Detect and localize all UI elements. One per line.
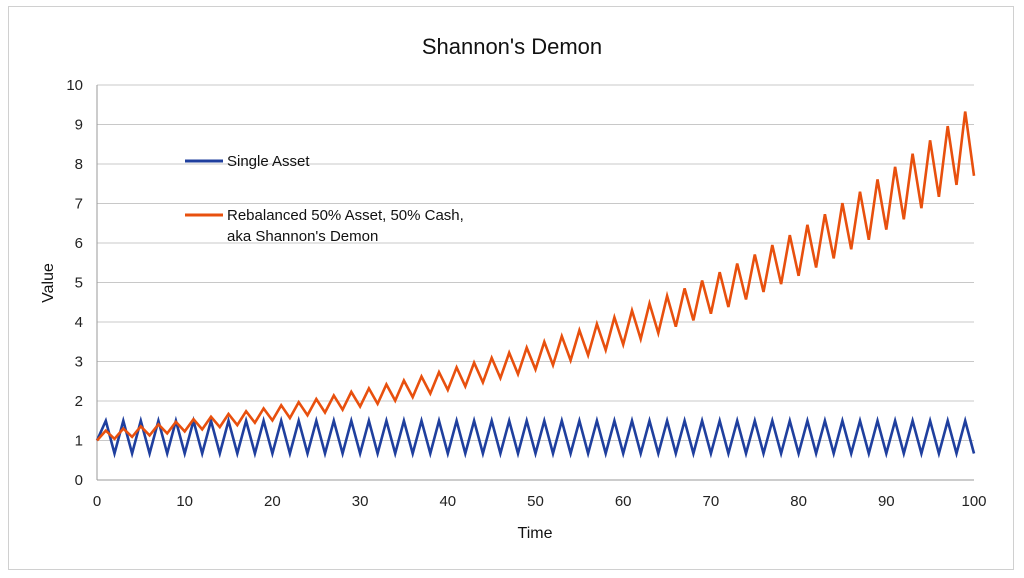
y-tick-label: 7 bbox=[75, 196, 83, 213]
x-tick-label: 100 bbox=[961, 493, 986, 510]
chart-frame: Shannon's Demon 0 1 2 3 4 5 6 7 8 9 10 0 10 20 30 40 50… bbox=[8, 6, 1014, 570]
y-tick-label: 4 bbox=[75, 314, 83, 331]
x-axis-label: Time bbox=[518, 525, 553, 542]
legend-label-rebalanced-line1: Rebalanced 50% Asset, 50% Cash, bbox=[227, 207, 464, 224]
line-chart: Shannon's Demon 0 1 2 3 4 5 6 7 8 9 10 0 10 20 30 40 50… bbox=[40, 34, 987, 542]
x-tick-label: 10 bbox=[176, 493, 193, 510]
series-line-rebalanced bbox=[96, 111, 976, 442]
legend-label-single-asset: Single Asset bbox=[227, 153, 310, 170]
y-tick-label: 10 bbox=[66, 77, 83, 94]
y-axis-ticks: 0 1 2 3 4 5 6 7 8 9 10 bbox=[66, 77, 83, 489]
x-tick-label: 90 bbox=[878, 493, 895, 510]
y-axis-label: Value bbox=[40, 263, 57, 303]
x-tick-label: 70 bbox=[703, 493, 720, 510]
chart-title: Shannon's Demon bbox=[422, 34, 602, 59]
y-tick-label: 5 bbox=[75, 275, 83, 292]
y-tick-label: 1 bbox=[75, 433, 83, 450]
y-tick-label: 8 bbox=[75, 156, 83, 173]
x-tick-label: 80 bbox=[790, 493, 807, 510]
y-tick-label: 2 bbox=[75, 393, 83, 410]
x-tick-label: 30 bbox=[352, 493, 369, 510]
legend: Single Asset Rebalanced 50% Asset, 50% C… bbox=[185, 153, 464, 245]
x-tick-label: 60 bbox=[615, 493, 632, 510]
grid-lines bbox=[96, 84, 974, 481]
y-tick-label: 6 bbox=[75, 235, 83, 252]
x-tick-label: 50 bbox=[527, 493, 544, 510]
y-tick-label: 0 bbox=[75, 472, 83, 489]
x-tick-label: 20 bbox=[264, 493, 281, 510]
x-tick-label: 0 bbox=[93, 493, 101, 510]
x-tick-label: 40 bbox=[439, 493, 456, 510]
series-line-single-asset bbox=[95, 415, 976, 459]
y-tick-label: 3 bbox=[75, 354, 83, 371]
legend-label-rebalanced-line2: aka Shannon's Demon bbox=[227, 228, 378, 245]
y-tick-label: 9 bbox=[75, 117, 83, 134]
series-lines bbox=[95, 111, 976, 459]
x-axis-ticks: 0 10 20 30 40 50 60 70 80 90 100 bbox=[93, 493, 987, 510]
